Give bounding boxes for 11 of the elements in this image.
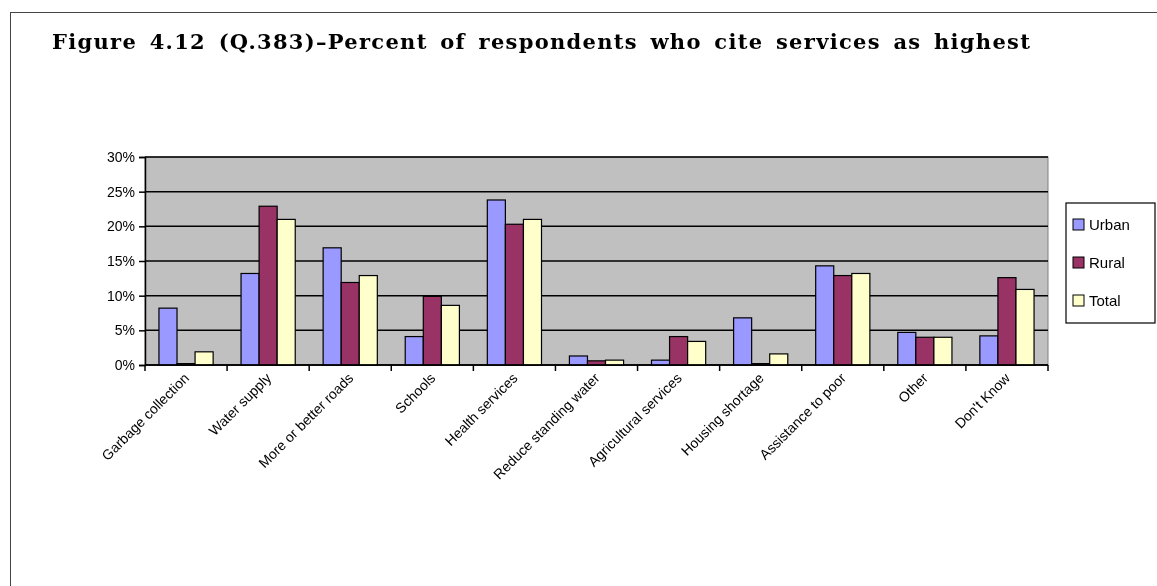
y-tick-label: 25%	[106, 183, 135, 200]
legend-label: Urban	[1089, 216, 1130, 233]
y-tick-label: 0%	[114, 356, 135, 373]
legend-label: Total	[1089, 292, 1121, 309]
y-tick-label: 30%	[106, 148, 135, 165]
chart-title: Figure 4.12 (Q.383)–Percent of respondents who cite services as highest	[52, 29, 1032, 54]
y-tick-label: 5%	[114, 322, 135, 339]
y-tick-label: 15%	[106, 252, 135, 269]
legend-label: Rural	[1089, 254, 1125, 271]
y-tick-label: 20%	[106, 218, 135, 235]
y-tick-label: 10%	[106, 287, 135, 304]
